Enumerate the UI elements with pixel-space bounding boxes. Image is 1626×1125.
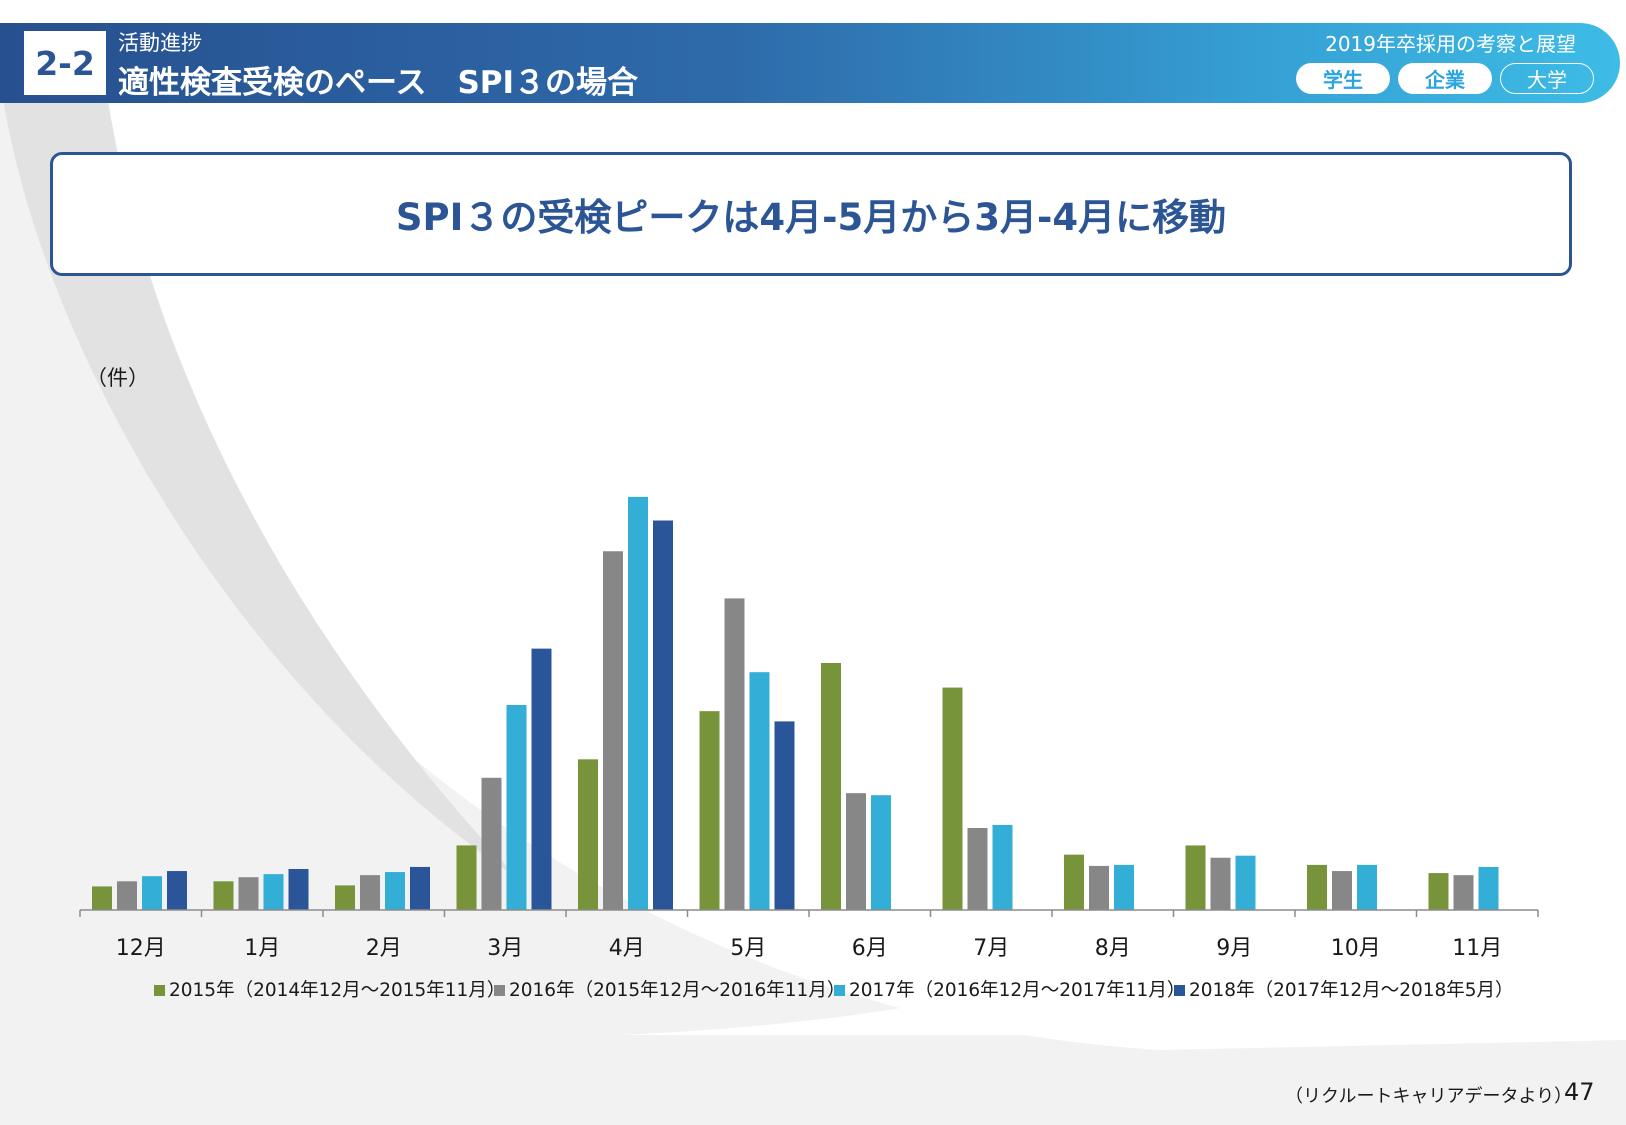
x-tick-label: 9月 — [1216, 936, 1252, 961]
tag-student: 学生 — [1296, 63, 1390, 94]
bar-1-6 — [699, 711, 720, 910]
x-tick-label: 7月 — [973, 936, 1009, 961]
bar-2-5 — [603, 551, 623, 910]
bar-3-11 — [1357, 864, 1377, 910]
bar-2-11 — [1332, 871, 1352, 910]
bar-1-8 — [942, 687, 963, 910]
bar-4-1 — [167, 871, 187, 910]
bar-1-2 — [213, 881, 234, 910]
bar-3-8 — [992, 824, 1013, 910]
legend-swatch-1 — [154, 985, 165, 996]
bar-2-10 — [1210, 857, 1231, 910]
legend-swatch-2 — [494, 985, 505, 996]
x-tick-label: 11月 — [1452, 936, 1502, 961]
x-tick-label: 3月 — [487, 936, 523, 961]
bar-1-9 — [1064, 854, 1084, 910]
bar-3-6 — [749, 672, 770, 910]
section-number: 2-2 — [24, 31, 106, 95]
bar-4-6 — [774, 721, 795, 910]
bar-3-10 — [1235, 855, 1256, 910]
x-tick-label: 8月 — [1095, 936, 1131, 961]
bar-4-3 — [410, 866, 430, 910]
legend-label-3: 2017年（2016年12月～2017年11月） — [849, 980, 1185, 1001]
legend-label-2: 2016年（2015年12月～2016年11月） — [509, 980, 845, 1001]
tag-university: 大学 — [1500, 63, 1594, 94]
x-tick-label: 6月 — [852, 936, 888, 961]
section-title: 適性検査受検のペース SPI３の場合 — [118, 65, 639, 101]
x-tick-label: 4月 — [609, 936, 645, 961]
audience-tags: 学生 企業 大学 — [1296, 63, 1594, 94]
tag-company: 企業 — [1398, 63, 1492, 94]
bar-1-5 — [578, 759, 598, 910]
section-category: 活動進捗 — [118, 31, 202, 55]
bar-2-2 — [238, 877, 259, 910]
x-tick-label: 1月 — [244, 936, 280, 961]
headline-box: SPI３の受検ピークは4月-5月から3月-4月に移動 — [50, 152, 1572, 276]
x-tick-label: 5月 — [730, 936, 766, 961]
header-bar: 2-2 活動進捗 適性検査受検のペース SPI３の場合 2019年卒採用の考察と… — [0, 23, 1620, 103]
bar-1-3 — [335, 885, 355, 910]
x-tick-label: 12月 — [116, 936, 166, 961]
bar-2-12 — [1453, 875, 1474, 910]
bar-2-4 — [481, 777, 502, 910]
bar-3-1 — [142, 876, 162, 910]
legend-label-1: 2015年（2014年12月～2015年11月） — [169, 980, 505, 1001]
bar-2-9 — [1089, 865, 1109, 910]
bar-3-4 — [506, 705, 527, 910]
bar-1-4 — [456, 845, 477, 910]
bar-4-5 — [653, 520, 673, 910]
headline: SPI３の受検ピークは4月-5月から3月-4月に移動 — [395, 196, 1227, 239]
bar-2-7 — [846, 793, 866, 910]
x-tick-label: 2月 — [366, 936, 402, 961]
bar-1-7 — [821, 662, 841, 910]
report-title: 2019年卒採用の考察と展望 — [1325, 32, 1576, 56]
bar-1-11 — [1307, 864, 1327, 910]
bar-3-2 — [263, 874, 284, 910]
bar-3-9 — [1114, 864, 1134, 910]
legend-swatch-3 — [834, 985, 845, 996]
bar-3-12 — [1478, 866, 1499, 910]
bar-2-6 — [724, 598, 745, 910]
bar-4-2 — [288, 869, 309, 910]
bar-3-3 — [385, 872, 405, 910]
bar-1-1 — [92, 886, 112, 910]
bar-2-3 — [360, 875, 380, 910]
bar-1-12 — [1428, 873, 1449, 910]
x-tick-label: 10月 — [1331, 936, 1381, 961]
bar-1-10 — [1185, 845, 1206, 910]
bar-2-1 — [117, 881, 137, 910]
page-number: 47 — [1564, 1078, 1595, 1106]
legend-label-4: 2018年（2017年12月～2018年5月） — [1189, 980, 1514, 1001]
bar-2-8 — [967, 828, 988, 910]
bar-3-7 — [871, 795, 891, 910]
legend-swatch-4 — [1174, 985, 1185, 996]
bar-3-5 — [628, 496, 648, 910]
source-note: （リクルートキャリアデータより） — [1285, 1086, 1573, 1107]
bar-4-4 — [531, 648, 552, 910]
y-unit-label: （件） — [86, 366, 149, 390]
